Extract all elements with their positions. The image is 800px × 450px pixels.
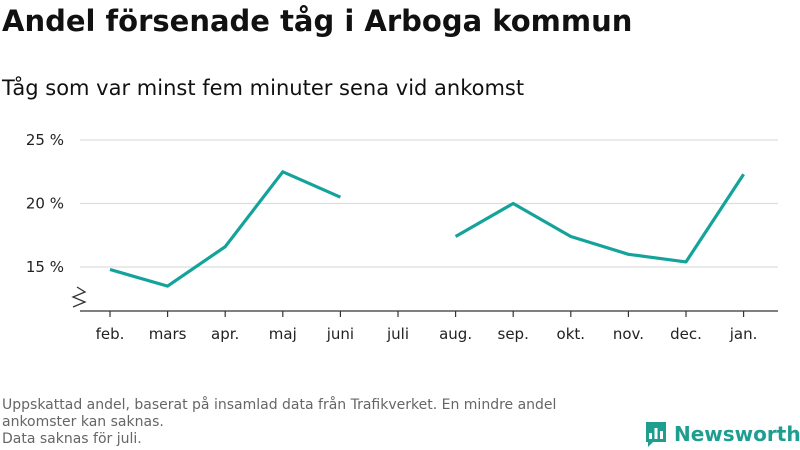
axis-break-mark bbox=[71, 286, 87, 308]
footnote-line-3: Data saknas för juli. bbox=[2, 431, 142, 447]
newsworthy-bar-chart-icon bbox=[646, 422, 666, 447]
x-tick-label: dec. bbox=[670, 325, 702, 343]
footnote: Uppskattad andel, baserat på insamlad da… bbox=[2, 397, 642, 448]
footnote-line-2: ankomster kan saknas. bbox=[2, 414, 164, 430]
chart-title: Andel försenade tåg i Arboga kommun bbox=[2, 4, 633, 38]
x-tick-label: sep. bbox=[498, 325, 529, 343]
x-axis bbox=[71, 286, 778, 317]
y-tick-label: 15 % bbox=[26, 258, 64, 276]
series-line bbox=[109, 170, 342, 288]
tick-labels: 15 % 20 % 25 % feb. mars apr. maj juni juli aug. s… bbox=[26, 131, 758, 343]
y-tick-label: 25 % bbox=[26, 131, 64, 149]
x-tick-label: maj bbox=[269, 325, 297, 343]
x-tick-label: okt. bbox=[557, 325, 586, 343]
x-tick-label: jan. bbox=[729, 325, 758, 343]
series-line bbox=[454, 173, 745, 264]
x-tick-label: aug. bbox=[439, 325, 472, 343]
newsworthy-logo: Newsworthy bbox=[644, 420, 800, 448]
y-tick-label: 20 % bbox=[26, 195, 64, 213]
x-tick-label: juni bbox=[326, 325, 354, 343]
chart-subtitle: Tåg som var minst fem minuter sena vid a… bbox=[2, 76, 525, 100]
gridlines bbox=[80, 139, 778, 268]
x-tick-label: apr. bbox=[211, 325, 239, 343]
x-tick-label: feb. bbox=[96, 325, 125, 343]
x-tick-label: juli bbox=[386, 325, 409, 343]
footnote-line-1: Uppskattad andel, baserat på insamlad da… bbox=[2, 397, 557, 413]
x-tick-label: mars bbox=[149, 325, 187, 343]
logo-text: Newsworthy bbox=[674, 422, 800, 446]
x-tick-label: nov. bbox=[613, 325, 644, 343]
line-chart: 15 % 20 % 25 % feb. mars apr. maj juni juli aug. s… bbox=[26, 131, 778, 343]
series-lines bbox=[109, 170, 745, 288]
